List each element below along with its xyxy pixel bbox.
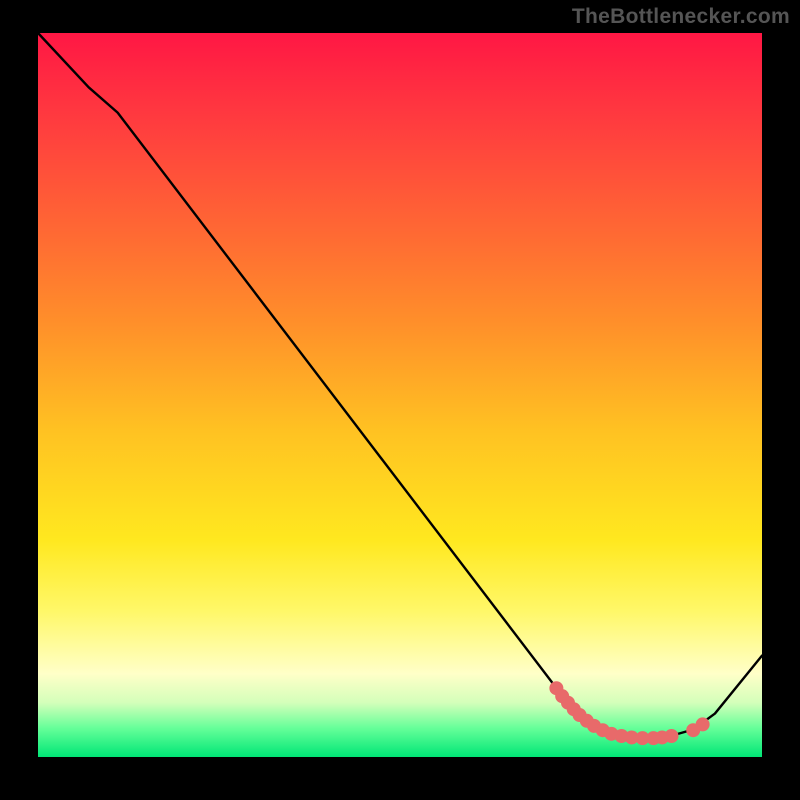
plot-heatmap-background <box>38 33 762 757</box>
chart-svg <box>0 0 800 800</box>
curve-marker <box>665 730 678 743</box>
chart-root: TheBottlenecker.com <box>0 0 800 800</box>
curve-marker <box>696 718 709 731</box>
watermark-text: TheBottlenecker.com <box>572 5 790 29</box>
